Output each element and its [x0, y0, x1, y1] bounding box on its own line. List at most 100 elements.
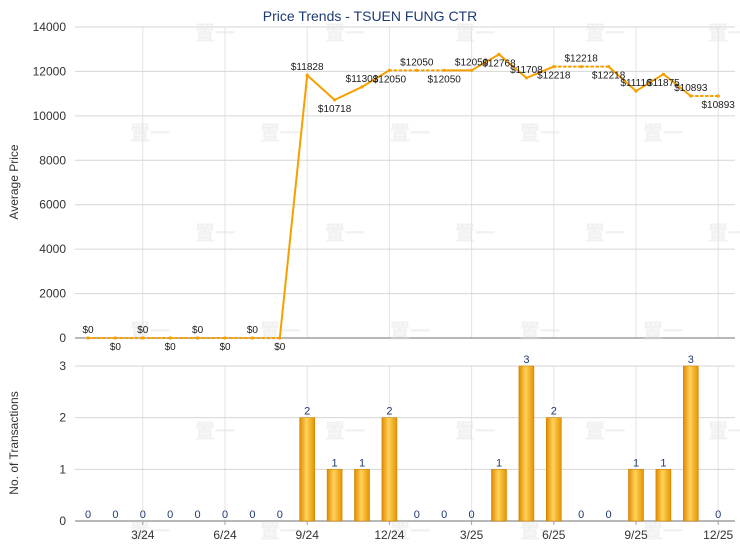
price-line-segment	[607, 65, 637, 93]
transaction-count-label: 0	[578, 509, 584, 521]
price-data-label: $0	[219, 342, 231, 353]
watermark-logo-text: 置一	[130, 122, 170, 145]
price-series-lines	[87, 53, 720, 339]
x-tick-label: 12/24	[374, 528, 404, 542]
x-tick-label: 6/24	[213, 528, 237, 542]
transaction-count-label: 2	[551, 406, 557, 418]
price-line-segment	[361, 69, 391, 88]
price-line-segment	[306, 74, 336, 101]
price-point	[689, 94, 693, 98]
watermark-logo-text: 置一	[520, 520, 560, 543]
price-line-segment	[333, 85, 363, 101]
price-point	[113, 336, 117, 340]
price-line-segment	[525, 65, 555, 79]
x-tick-label: 9/25	[624, 528, 648, 542]
transaction-count-label: 1	[633, 457, 639, 469]
price-data-labels: $0$0$0$0$0$0$0$0$11828$10718$11303$12050…	[82, 54, 735, 353]
transaction-count-label: 1	[332, 457, 338, 469]
transaction-count-label: 0	[249, 509, 255, 521]
transactions-y-tick-labels: 0 1 2 3	[59, 359, 66, 528]
price-y-tick-label: 10000	[33, 109, 67, 123]
price-series-points	[86, 52, 720, 340]
x-tick-label: 12/25	[703, 528, 733, 542]
price-data-label: $11875	[647, 78, 680, 89]
watermark-logo-text: 置一	[643, 520, 683, 543]
transaction-count-label: 0	[441, 509, 447, 521]
transaction-bar	[354, 469, 370, 522]
price-point	[223, 336, 227, 340]
price-point	[716, 94, 720, 98]
price-y-tick-label: 2000	[39, 287, 66, 301]
transactions-y-tick-label: 2	[59, 411, 66, 425]
watermark-logo-text: 置一	[325, 222, 365, 245]
price-data-label: $12768	[482, 58, 516, 69]
price-data-label: $12050	[455, 57, 489, 68]
transaction-count-label: 0	[715, 509, 721, 521]
price-line-segment	[635, 73, 665, 93]
price-data-label: $0	[137, 325, 149, 336]
price-data-label: $12218	[592, 71, 626, 82]
price-data-label: $11303	[346, 74, 379, 85]
price-data-label: $12050	[400, 57, 434, 68]
transaction-bar	[628, 469, 644, 522]
price-watermarks: 置一置一置一置一置一置一置一置一置一置一置一置一置一置一置一置一置一置一置一置一	[130, 22, 740, 343]
price-y-tick-label: 12000	[33, 64, 67, 78]
transaction-count-label: 2	[386, 406, 392, 418]
price-line-segment	[278, 74, 309, 339]
price-y-tick-label: 8000	[39, 153, 66, 167]
price-point	[168, 336, 172, 340]
transaction-count-label: 0	[167, 509, 173, 521]
x-tick-label: 6/25	[542, 528, 566, 542]
watermark-logo-text: 置一	[585, 22, 625, 45]
transactions-y-tick-label: 0	[59, 514, 66, 528]
watermark-logo-text: 置一	[643, 122, 683, 145]
transaction-count-label: 3	[523, 354, 529, 366]
x-tick-label: 9/24	[296, 528, 320, 542]
transaction-bar	[545, 417, 562, 522]
watermark-logo-text: 置一	[195, 22, 235, 45]
watermark-logo-text: 置一	[643, 320, 683, 343]
price-point	[360, 85, 364, 89]
transaction-count-labels: 0 0 0 0 0 0 0 0 2 1 1 2 0 0 0 1 3 2 0 0 1 1 3 0	[85, 354, 721, 521]
price-data-label: $0	[110, 342, 122, 353]
transaction-count-label: 0	[606, 509, 612, 521]
transaction-bar	[326, 469, 343, 522]
price-data-label: $10718	[318, 104, 352, 115]
watermark-logo-text: 置一	[455, 22, 495, 45]
price-data-label: $10893	[674, 83, 708, 94]
transaction-count-label: 0	[222, 509, 228, 521]
transaction-bar	[655, 469, 672, 522]
price-y-tick-labels: 0 2000 4000 6000 8000 10000 12000 14000	[33, 20, 67, 345]
price-point	[524, 76, 529, 80]
watermark-logo-text: 置一	[455, 222, 495, 245]
watermark-logo-text: 置一	[708, 420, 740, 443]
price-point	[415, 68, 419, 72]
watermark-logo-text: 置一	[130, 320, 170, 343]
transaction-count-label: 1	[359, 457, 365, 469]
transaction-count-label: 3	[688, 354, 694, 366]
price-point	[607, 64, 611, 69]
watermark-logo-text: 置一	[390, 320, 430, 343]
transaction-count-label: 0	[140, 509, 146, 521]
price-line-segment	[662, 73, 692, 98]
watermark-logo-text: 置一	[708, 222, 740, 245]
price-point	[141, 336, 145, 340]
price-point	[634, 89, 638, 93]
price-point	[442, 68, 446, 72]
price-data-label: $0	[82, 325, 94, 336]
price-data-label: $12050	[373, 74, 407, 85]
transaction-bar	[381, 417, 398, 522]
price-y-tick-label: 14000	[33, 20, 67, 34]
price-data-label: $0	[192, 325, 204, 336]
price-y-tick-label: 4000	[39, 242, 66, 256]
price-point	[250, 336, 254, 340]
price-line-segment	[470, 53, 500, 72]
transactions-y-axis-title: No. of Transactions	[7, 391, 21, 494]
price-line-segment	[498, 53, 528, 79]
transactions-y-tick-label: 3	[59, 359, 66, 373]
price-data-label: $11708	[510, 65, 543, 76]
price-y-tick-label: 6000	[39, 198, 66, 212]
price-data-label: $11828	[291, 62, 324, 73]
watermark-logo-text: 置一	[195, 420, 235, 443]
